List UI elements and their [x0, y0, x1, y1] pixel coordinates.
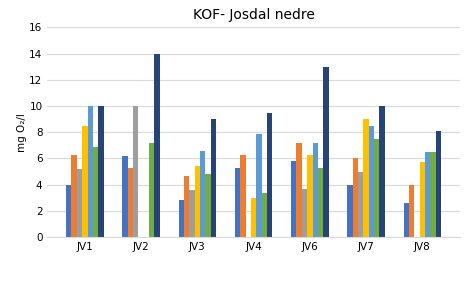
- Bar: [122, 156, 128, 237]
- Bar: [267, 112, 272, 237]
- Bar: [425, 152, 430, 237]
- Bar: [155, 54, 160, 237]
- Bar: [66, 185, 72, 237]
- Bar: [347, 185, 353, 237]
- Bar: [291, 161, 296, 237]
- Bar: [93, 147, 98, 237]
- Bar: [72, 154, 77, 237]
- Bar: [240, 154, 246, 237]
- Bar: [419, 162, 425, 237]
- Bar: [364, 119, 369, 237]
- Bar: [251, 198, 256, 237]
- Bar: [409, 185, 414, 237]
- Bar: [179, 200, 184, 237]
- Bar: [374, 139, 380, 237]
- Bar: [77, 169, 82, 237]
- Bar: [88, 106, 93, 237]
- Bar: [235, 168, 240, 237]
- Bar: [302, 188, 307, 237]
- Bar: [98, 106, 103, 237]
- Bar: [256, 133, 262, 237]
- Bar: [128, 168, 133, 237]
- Bar: [211, 119, 216, 237]
- Bar: [133, 106, 138, 237]
- Bar: [200, 150, 205, 237]
- Y-axis label: mg O₂/l: mg O₂/l: [17, 113, 27, 152]
- Bar: [307, 154, 312, 237]
- Title: KOF- Josdal nedre: KOF- Josdal nedre: [192, 8, 315, 22]
- Bar: [318, 168, 323, 237]
- Bar: [189, 190, 195, 237]
- Bar: [430, 152, 436, 237]
- Bar: [404, 203, 409, 237]
- Bar: [380, 106, 385, 237]
- Bar: [358, 171, 364, 237]
- Bar: [205, 174, 211, 237]
- Bar: [184, 175, 189, 237]
- Bar: [436, 131, 441, 237]
- Bar: [369, 126, 374, 237]
- Bar: [312, 143, 318, 237]
- Bar: [296, 143, 302, 237]
- Bar: [82, 126, 88, 237]
- Bar: [195, 166, 200, 237]
- Bar: [323, 67, 328, 237]
- Bar: [262, 192, 267, 237]
- Bar: [149, 143, 155, 237]
- Bar: [353, 158, 358, 237]
